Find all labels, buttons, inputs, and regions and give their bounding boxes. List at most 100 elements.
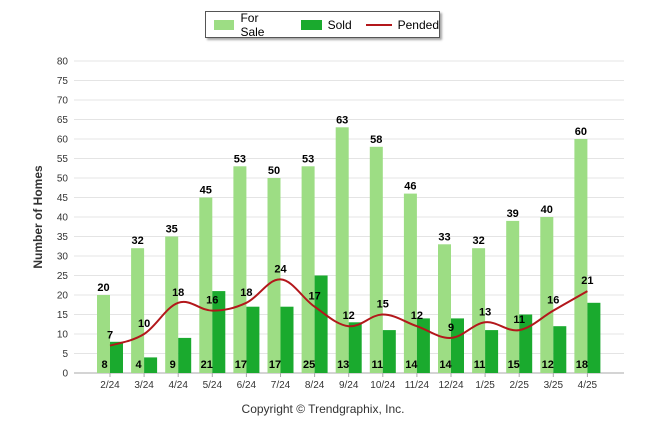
data-label-sold: 12 — [542, 359, 554, 371]
y-tick-label: 65 — [57, 115, 69, 126]
data-label-pended: 7 — [107, 330, 113, 342]
y-tick-label: 45 — [57, 193, 69, 204]
bar-sold — [212, 291, 226, 373]
bar-sold — [110, 341, 123, 373]
bar-sold — [280, 306, 294, 373]
data-label-for-sale: 60 — [575, 126, 587, 138]
bars — [97, 127, 601, 373]
data-label-pended: 21 — [581, 275, 593, 287]
data-label-pended: 15 — [377, 299, 389, 311]
x-tick-label: 10/24 — [370, 380, 395, 391]
data-label-for-sale: 32 — [131, 235, 143, 247]
x-tick-label: 4/25 — [578, 380, 598, 391]
bar-for-sale — [335, 127, 349, 373]
data-label-for-sale: 53 — [302, 153, 314, 165]
bar-for-sale — [131, 248, 145, 373]
data-label-for-sale: 46 — [404, 181, 416, 193]
x-tick-label: 8/24 — [305, 380, 325, 391]
pended-line — [109, 278, 588, 347]
data-label-pended: 12 — [411, 310, 423, 322]
data-label-for-sale: 58 — [370, 134, 382, 146]
data-label-pended: 16 — [547, 295, 559, 307]
x-axis-ticks: 2/24 3/24 4/24 5/24 6/24 7/24 8/24 9/24 10/24 11/… — [100, 373, 598, 391]
bar-for-sale — [438, 244, 451, 373]
data-label-pended: 18 — [240, 287, 252, 299]
data-label-sold: 11 — [474, 359, 486, 371]
data-label-pended: 13 — [479, 306, 491, 318]
data-label-for-sale: 50 — [268, 165, 280, 177]
y-tick-label: 50 — [57, 174, 69, 185]
data-label-for-sale: 63 — [336, 114, 348, 126]
bar-for-sale — [165, 236, 179, 373]
legend-item-pended[interactable]: Pended — [365, 18, 439, 32]
sold-swatch — [300, 19, 322, 30]
data-label-sold: 11 — [371, 359, 383, 371]
pended-swatch — [365, 23, 392, 26]
y-tick-label: 25 — [57, 271, 69, 282]
bar-for-sale — [233, 166, 247, 373]
bar-sold — [144, 357, 158, 373]
data-label-sold: 21 — [201, 359, 213, 371]
y-tick-label: 0 — [62, 369, 68, 380]
y-tick-label: 75 — [57, 76, 69, 87]
legend: For Sale Sold Pended — [205, 11, 440, 39]
bar-sold — [382, 330, 396, 373]
data-label-for-sale: 39 — [507, 208, 519, 220]
bar-sold — [246, 306, 260, 373]
x-tick-label: 6/24 — [237, 380, 257, 391]
legend-item-sold[interactable]: Sold — [300, 17, 352, 32]
data-label-pended: 12 — [343, 310, 355, 322]
bar-for-sale — [301, 166, 315, 373]
y-tick-label: 80 — [57, 57, 69, 68]
data-label-for-sale: 35 — [166, 224, 178, 236]
bar-for-sale — [540, 217, 554, 373]
data-label-sold: 14 — [405, 359, 418, 371]
data-label-sold: 18 — [576, 359, 588, 371]
bar-for-sale — [267, 178, 281, 373]
bar-for-sale — [403, 193, 417, 373]
data-label-pended: 24 — [274, 263, 287, 275]
legend-item-for-sale[interactable]: For Sale — [214, 11, 285, 39]
data-label-sold: 8 — [101, 359, 107, 371]
bar-for-sale — [369, 146, 383, 373]
data-label-pended: 18 — [172, 287, 184, 299]
data-label-for-sale: 40 — [541, 204, 553, 216]
y-tick-label: 15 — [57, 310, 69, 321]
pended-series-line — [109, 278, 588, 347]
bar-for-sale — [574, 139, 588, 373]
data-label-for-sale: 20 — [97, 282, 109, 294]
data-label-sold: 17 — [269, 359, 281, 371]
data-label-pended: 10 — [138, 318, 150, 330]
y-tick-label: 60 — [57, 135, 69, 146]
y-tick-label: 20 — [57, 291, 69, 302]
x-tick-label: 4/24 — [168, 380, 188, 391]
y-tick-label: 5 — [62, 349, 68, 360]
bar-sold — [348, 322, 362, 373]
data-label-for-sale: 53 — [234, 153, 246, 165]
bar-sold — [553, 326, 567, 373]
data-label-for-sale: 45 — [200, 185, 212, 197]
bar-sold — [178, 337, 192, 373]
x-tick-label: 3/25 — [544, 380, 564, 391]
x-tick-label: 11/24 — [405, 380, 430, 391]
data-label-sold: 14 — [439, 359, 452, 371]
data-label-pended: 9 — [448, 322, 454, 334]
x-tick-label: 1/25 — [475, 380, 495, 391]
bar-for-sale — [506, 220, 520, 373]
for-sale-swatch — [214, 19, 235, 30]
data-label-for-sale: 33 — [438, 231, 450, 243]
bar-sold — [485, 330, 499, 373]
x-tick-label: 5/24 — [203, 380, 223, 391]
bar-for-sale — [199, 197, 213, 373]
data-label-for-sale: 32 — [472, 235, 484, 247]
data-label-pended: 17 — [308, 291, 320, 303]
x-tick-label: 12/24 — [438, 380, 463, 391]
bar-sold — [451, 318, 464, 373]
legend-label-sold: Sold — [327, 17, 352, 32]
bar-sold — [314, 275, 328, 373]
x-tick-label: 9/24 — [339, 380, 359, 391]
y-axis-title: Number of Homes — [31, 165, 45, 269]
copyright-text: Copyright © Trendgraphix, Inc. — [241, 402, 405, 416]
data-labels: 20 8 32 4 35 9 45 21 53 17 50 17 53 25 63 13 58 11 46 14 33 1… — [97, 114, 593, 371]
